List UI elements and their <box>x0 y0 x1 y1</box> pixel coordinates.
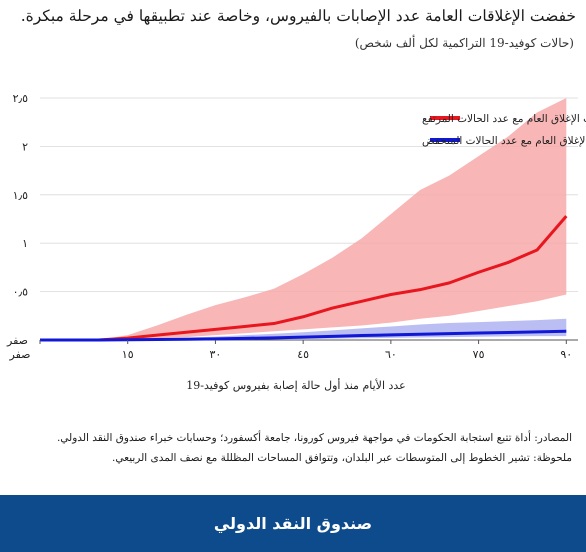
line-series-0 <box>40 215 568 342</box>
y-tick-label: ٠٫٥ <box>13 286 28 299</box>
x-tick-label: ٧٥ <box>473 348 485 361</box>
chart-title: خفضت الإغلاقات العامة عدد الإصابات بالفي… <box>20 7 576 25</box>
source-note: المصادر: أداة تتبع استجابة الحكومات في م… <box>56 432 572 444</box>
x-tick-label: ١٥ <box>122 348 134 361</box>
notes: المصادر: أداة تتبع استجابة الحكومات في م… <box>12 428 572 468</box>
footer-label: صندوق النقد الدولي <box>213 514 373 533</box>
y-tick-label: ٢٫٥ <box>13 92 28 105</box>
chart-subtitle: (حالات كوفيد-19 التراكمية لكل ألف شخص) <box>354 36 574 50</box>
line-series-1 <box>40 329 567 342</box>
y-tick-label: ١ <box>22 237 28 250</box>
y-axis-ticks: صفر ٠٫٥ ١ ١٫٥ ٢ ٢٫٥ <box>6 92 28 347</box>
x-tick-label: ٩٠ <box>560 348 572 361</box>
chart-area: صفر ٠٫٥ ١ ١٫٥ ٢ ٢٫٥ صفر ١٥ ٣٠ ٤٥ ٦٠ ٧٥ ٩٠ البلدان ا… <box>6 92 586 392</box>
legend-label-1: البلدان التي أحكمت الإغلاق العام مع عدد … <box>422 133 586 147</box>
y-tick-label: صفر <box>6 334 28 347</box>
y-tick-label: ١٫٥ <box>13 189 28 202</box>
x-tick-label: صفر <box>9 348 31 361</box>
series-lines <box>40 215 568 342</box>
band-series-0 <box>40 98 567 340</box>
x-axis-ticks: صفر ١٥ ٣٠ ٤٥ ٦٠ ٧٥ ٩٠ <box>9 340 572 361</box>
y-tick-label: ٢ <box>22 140 28 153</box>
x-tick-label: ٣٠ <box>210 348 222 361</box>
x-tick-label: ٦٠ <box>385 348 397 361</box>
footer-bar: صندوق النقد الدولي <box>0 495 586 552</box>
legend: البلدان التي أحكمت الإغلاق العام مع عدد … <box>422 111 586 147</box>
legend-label-0: البلدان التي أحكمت الإغلاق العام مع عدد … <box>422 111 586 125</box>
x-axis-label: عدد الأيام منذ أول حالة إصابة بفيروس كوف… <box>186 378 405 392</box>
x-tick-label: ٤٥ <box>297 348 309 361</box>
explanatory-note: ملحوظة: تشير الخطوط إلى المتوسطات عبر ال… <box>112 452 572 464</box>
